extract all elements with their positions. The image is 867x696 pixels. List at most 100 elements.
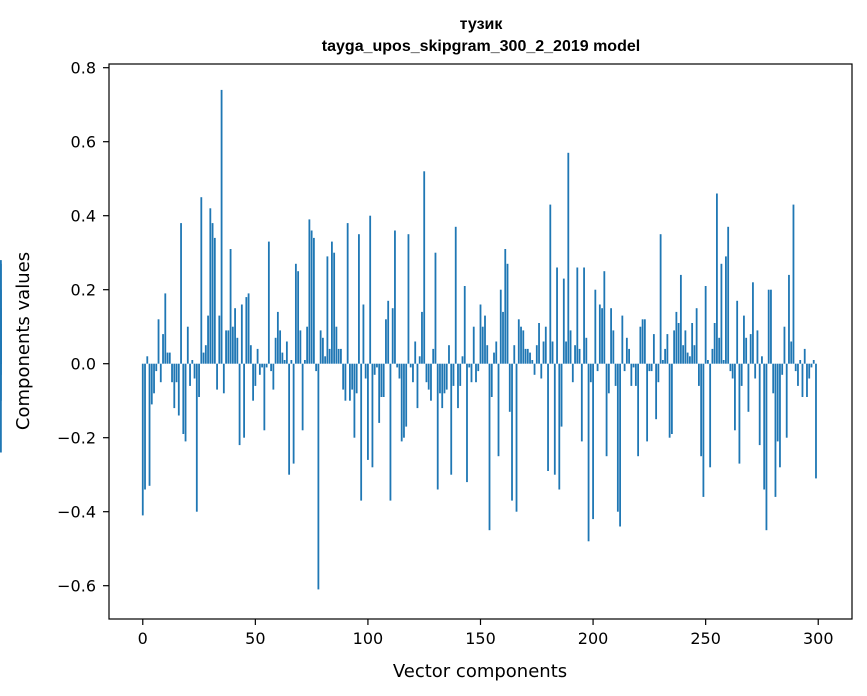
bar-35 — [220, 89, 223, 364]
bar-179 — [544, 326, 547, 364]
bar-76 — [312, 237, 315, 364]
bar-137 — [450, 363, 453, 475]
bar-291 — [797, 363, 799, 386]
bar-246 — [695, 308, 698, 364]
bar-37 — [225, 330, 227, 364]
bar-48 — [249, 345, 252, 364]
bar-207 — [607, 363, 610, 394]
bar-42 — [236, 337, 239, 364]
x-axis-ticks: 0 50 100 150 200 250 300 — [138, 619, 834, 648]
bar-290 — [794, 363, 797, 372]
bar-178 — [542, 341, 545, 364]
bar-168 — [520, 326, 522, 364]
bar-26 — [200, 197, 203, 364]
bar-164 — [511, 363, 513, 501]
bar-200 — [592, 363, 594, 520]
bar-91 — [346, 223, 349, 364]
bar-30 — [209, 208, 212, 364]
bar-117 — [405, 363, 408, 427]
bar-113 — [396, 363, 399, 368]
bar-161 — [504, 249, 507, 364]
bar-32 — [213, 237, 216, 364]
bar-264 — [736, 300, 739, 364]
bar-33 — [216, 363, 218, 390]
bar-240 — [682, 345, 685, 364]
bar-41 — [234, 308, 236, 364]
bar-162 — [506, 263, 509, 364]
bar-141 — [459, 363, 462, 386]
bar-145 — [468, 363, 471, 368]
bar-194 — [578, 348, 581, 364]
bar-39 — [229, 249, 232, 364]
bar-74 — [308, 219, 311, 364]
bar-270 — [749, 334, 752, 364]
bar-29 — [207, 315, 209, 364]
bar-53 — [261, 363, 263, 368]
bar-69 — [297, 271, 300, 364]
bar-180 — [547, 363, 549, 471]
bar-0 — [141, 363, 144, 516]
y-tick-label: 0.6 — [71, 133, 96, 152]
bar-158 — [497, 363, 500, 457]
bar-286 — [785, 363, 788, 438]
bar-126 — [425, 363, 428, 383]
bar-285 — [783, 326, 786, 364]
bar-84 — [331, 241, 333, 364]
bar-20 — [186, 326, 189, 364]
bar-236 — [673, 330, 676, 364]
bar-157 — [495, 341, 498, 364]
bar-252 — [709, 363, 712, 468]
bar-267 — [743, 315, 745, 364]
bar-156 — [493, 352, 495, 364]
bar-224 — [646, 363, 649, 442]
bar-55 — [265, 363, 268, 368]
bar-50 — [254, 363, 257, 386]
bar-17 — [180, 223, 182, 364]
bar-59 — [274, 337, 277, 364]
bar-129 — [432, 348, 435, 364]
bar-95 — [355, 363, 358, 394]
bar-227 — [652, 334, 655, 364]
bar-289 — [792, 204, 795, 364]
bar-299 — [815, 363, 817, 479]
bar-211 — [616, 363, 619, 512]
x-tick-label: 200 — [578, 629, 609, 648]
bar-104 — [376, 363, 378, 368]
bar-80 — [321, 337, 324, 364]
bar-52 — [258, 363, 261, 375]
bar-5 — [153, 363, 155, 394]
bar-247 — [698, 363, 700, 386]
bar-64 — [285, 341, 288, 364]
bar-274 — [758, 363, 761, 446]
bar-98 — [362, 304, 365, 364]
bar-146 — [470, 363, 473, 383]
bar-23 — [193, 363, 196, 379]
bar-196 — [583, 267, 585, 364]
y-tick-label: −0.2 — [57, 429, 96, 448]
bar-176 — [538, 323, 540, 364]
bar-195 — [580, 363, 583, 442]
bar-57 — [270, 363, 273, 372]
bar-241 — [684, 330, 687, 364]
bar-250 — [704, 286, 707, 364]
bar-278 — [767, 289, 770, 364]
bar-258 — [722, 360, 725, 364]
bar-232 — [664, 348, 667, 364]
bar-260 — [727, 226, 730, 364]
bar-171 — [526, 348, 529, 364]
bar-67 — [292, 363, 295, 464]
bar-208 — [610, 308, 612, 364]
bar-214 — [623, 363, 626, 372]
bar-71 — [301, 363, 304, 431]
bar-271 — [752, 282, 754, 364]
bar-197 — [585, 337, 588, 364]
bar-105 — [378, 363, 381, 423]
bar-135 — [445, 363, 448, 390]
bar-121 — [414, 341, 417, 364]
bar-184 — [556, 267, 558, 364]
bar-127 — [427, 363, 430, 390]
bar-119 — [409, 363, 412, 368]
bar-297 — [810, 363, 813, 368]
bar-86 — [335, 326, 338, 364]
bar-134 — [443, 363, 446, 394]
